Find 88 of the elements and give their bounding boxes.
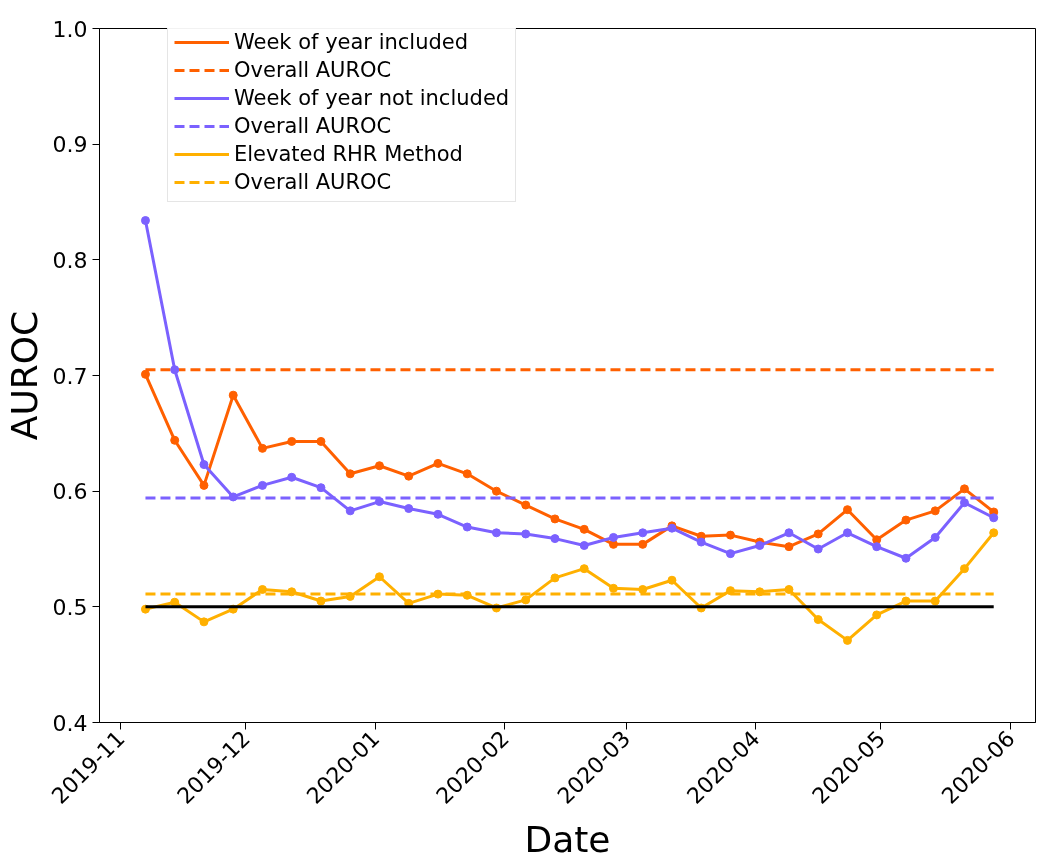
point bbox=[872, 542, 882, 552]
point bbox=[784, 584, 794, 594]
point bbox=[521, 595, 531, 605]
point bbox=[345, 469, 355, 479]
point bbox=[374, 497, 384, 507]
point bbox=[579, 541, 589, 551]
point bbox=[579, 524, 589, 534]
point bbox=[140, 369, 150, 379]
point bbox=[199, 460, 209, 470]
point bbox=[755, 587, 765, 597]
point bbox=[608, 532, 618, 542]
y-tick-label: 0.8 bbox=[52, 247, 88, 273]
point bbox=[404, 504, 414, 514]
legend-label: Overall AUROC bbox=[234, 113, 392, 139]
point bbox=[257, 480, 267, 490]
point bbox=[199, 617, 209, 627]
y-tick-label: 1.0 bbox=[52, 16, 88, 42]
point bbox=[813, 615, 823, 625]
point bbox=[813, 544, 823, 554]
point bbox=[550, 534, 560, 544]
x-axis-title: Date bbox=[524, 818, 611, 860]
point bbox=[755, 541, 765, 551]
point bbox=[842, 505, 852, 515]
point bbox=[491, 528, 501, 538]
point bbox=[989, 528, 999, 538]
point bbox=[959, 484, 969, 494]
point bbox=[784, 528, 794, 538]
point bbox=[959, 564, 969, 574]
y-tick-label: 0.7 bbox=[52, 363, 88, 389]
point bbox=[170, 435, 180, 445]
point bbox=[550, 573, 560, 583]
y-tick-label: 0.6 bbox=[52, 479, 88, 505]
point bbox=[228, 390, 238, 400]
point bbox=[140, 216, 150, 225]
point bbox=[287, 436, 297, 446]
point bbox=[287, 587, 297, 597]
point bbox=[257, 443, 267, 453]
point bbox=[638, 539, 648, 549]
point bbox=[725, 549, 735, 559]
y-axis-title: AUROC bbox=[3, 310, 45, 441]
point bbox=[199, 480, 209, 490]
point bbox=[433, 458, 443, 468]
y-tick-label: 0.5 bbox=[52, 594, 88, 620]
point bbox=[989, 513, 999, 523]
point bbox=[725, 586, 735, 596]
point bbox=[959, 498, 969, 508]
legend-label: Elevated RHR Method bbox=[234, 141, 463, 167]
point bbox=[433, 509, 443, 519]
point bbox=[521, 529, 531, 539]
point bbox=[901, 553, 911, 563]
point bbox=[608, 583, 618, 593]
point bbox=[930, 596, 940, 606]
point bbox=[404, 471, 414, 481]
point bbox=[930, 506, 940, 516]
legend-label: Week of year not included bbox=[234, 85, 510, 111]
point bbox=[491, 486, 501, 496]
legend-label: Overall AUROC bbox=[234, 169, 392, 195]
point bbox=[374, 572, 384, 582]
point bbox=[345, 506, 355, 516]
y-tick-label: 0.9 bbox=[52, 132, 88, 158]
point bbox=[374, 461, 384, 471]
point bbox=[638, 584, 648, 594]
point bbox=[316, 436, 326, 446]
point bbox=[170, 365, 180, 375]
legend-label: Overall AUROC bbox=[234, 57, 392, 83]
point bbox=[579, 564, 589, 574]
point bbox=[930, 532, 940, 542]
legend-label: Week of year included bbox=[234, 29, 469, 55]
point bbox=[462, 469, 472, 479]
point bbox=[901, 515, 911, 525]
point bbox=[725, 530, 735, 540]
point bbox=[696, 537, 706, 547]
point bbox=[784, 542, 794, 552]
point bbox=[257, 584, 267, 594]
point bbox=[842, 635, 852, 645]
point bbox=[813, 529, 823, 539]
point bbox=[287, 472, 297, 482]
point bbox=[872, 610, 882, 620]
point bbox=[550, 514, 560, 524]
point bbox=[316, 483, 326, 493]
point bbox=[842, 528, 852, 538]
point bbox=[638, 528, 648, 538]
point bbox=[462, 522, 472, 532]
y-tick-label: 0.4 bbox=[52, 710, 88, 736]
point bbox=[316, 596, 326, 606]
point bbox=[667, 575, 677, 585]
point bbox=[901, 596, 911, 606]
point bbox=[521, 500, 531, 510]
